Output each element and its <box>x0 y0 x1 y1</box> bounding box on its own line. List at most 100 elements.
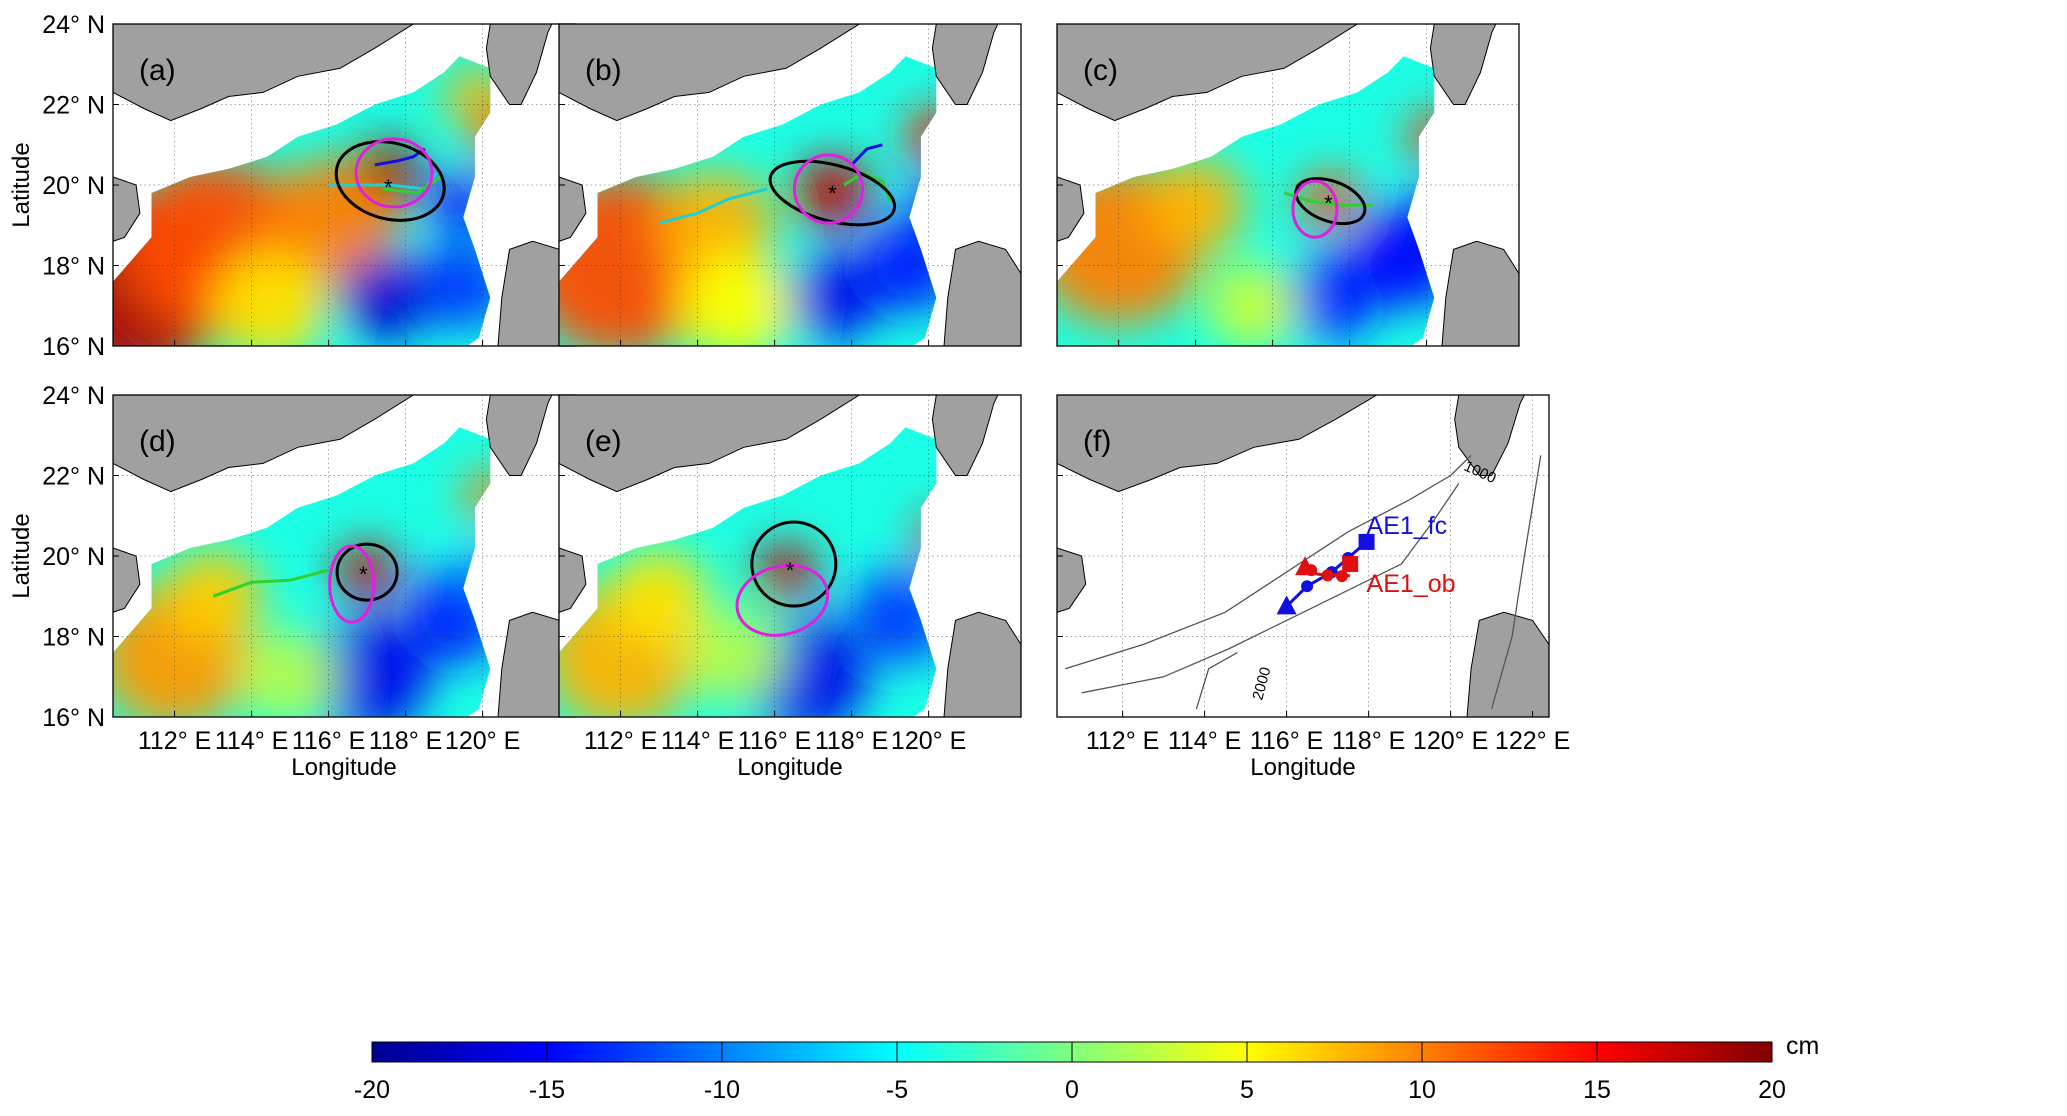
land-hainan <box>1057 176 1085 242</box>
ssh-blob <box>336 543 398 602</box>
panel-d-plot-area: * <box>113 395 575 717</box>
track-green <box>382 175 442 195</box>
ssh-blob <box>305 618 429 717</box>
lon-tick-label: 116° E <box>1250 727 1323 755</box>
lon-tick-label: 114° E <box>661 727 734 755</box>
colorbar-tick-label: 15 <box>1583 1076 1611 1104</box>
eddy-contour-magenta <box>735 563 830 637</box>
lon-tick-label: 120° E <box>445 727 520 755</box>
land-china <box>113 24 415 122</box>
lon-tick-label: 120° E <box>891 727 966 755</box>
land-china <box>559 395 861 493</box>
colorbar-tick-label: 20 <box>1758 1076 1786 1104</box>
panel-a-label: (a) <box>139 54 176 87</box>
land-luzon <box>943 240 1021 346</box>
eddy-edge-contour <box>334 140 446 222</box>
land-taiwan <box>931 24 999 105</box>
eddy-center-star: * <box>786 558 795 583</box>
panel-b-plot-area: * <box>559 24 1021 346</box>
isobath-contours <box>1065 454 1542 710</box>
track-ae1-ob-point <box>1321 569 1334 582</box>
isobath-1000 <box>1065 454 1472 670</box>
isobath-east <box>1490 455 1542 710</box>
isobath-2000 <box>1081 483 1460 694</box>
lat-tick-label: 22° N <box>42 92 105 120</box>
land-taiwan <box>485 395 553 476</box>
eddy-contour-magenta <box>328 544 376 624</box>
colorbar-tick-label: -20 <box>354 1076 390 1104</box>
x-axis-title: Longitude <box>291 754 396 781</box>
eddy-center-star: * <box>359 562 368 587</box>
lat-tick-label: 16° N <box>42 333 105 361</box>
colorbar-tick-label: -10 <box>704 1076 740 1104</box>
land-china <box>1057 24 1359 122</box>
panel-f-label: (f) <box>1083 425 1111 458</box>
eddy-edge-contour <box>768 159 897 227</box>
colorbar-unit: cm <box>1786 1032 1819 1060</box>
lat-tick-label: 16° N <box>42 704 105 732</box>
lon-tick-label: 122° E <box>1495 727 1570 755</box>
lon-tick-label: 120° E <box>1413 727 1488 755</box>
ssh-blob <box>1207 262 1300 346</box>
panel-a-land <box>113 24 575 346</box>
panel-e-label: (e) <box>585 425 622 458</box>
panel-d-label: (d) <box>139 425 176 458</box>
eddy-contour-magenta <box>354 137 434 209</box>
y-axis-title: Latitude <box>8 513 35 598</box>
track-green <box>212 568 329 598</box>
land-hainan <box>113 176 141 242</box>
track-ae1-fc-point <box>1301 580 1314 593</box>
track-ae1-fc-start <box>1276 595 1297 615</box>
land-taiwan <box>1454 395 1525 476</box>
panel-e-plot-area: * <box>559 395 1021 717</box>
ssh-blob <box>1353 206 1435 309</box>
lat-tick-label: 24° N <box>42 382 105 410</box>
lat-tick-label: 18° N <box>42 624 105 652</box>
colorbar-tick-label: 10 <box>1408 1076 1436 1104</box>
lon-tick-label: 114° E <box>1168 727 1241 755</box>
panel-c: * (c) <box>1056 23 1520 347</box>
lat-tick-label: 22° N <box>42 463 105 491</box>
lon-tick-label: 116° E <box>738 727 811 755</box>
track-ae1-fc-end <box>1358 533 1375 550</box>
panel-f-land <box>1057 395 1549 717</box>
land-luzon <box>1466 611 1549 717</box>
y-axis-title: Latitude <box>8 142 35 227</box>
panel-b-land <box>559 24 1021 346</box>
ssh-blob <box>609 549 710 644</box>
eddy-contour-magenta <box>793 153 864 225</box>
panel-b-label: (b) <box>585 54 622 87</box>
eddy-center-star: * <box>1324 191 1333 216</box>
land-china <box>1057 395 1378 493</box>
x-axis-title: Longitude <box>737 754 842 781</box>
eddy-contour-magenta <box>1291 179 1339 239</box>
land-hainan <box>559 176 587 242</box>
eddy-edge-contour <box>750 520 838 608</box>
land-luzon <box>1441 240 1519 346</box>
panel-a-plot-area: * <box>113 24 575 346</box>
track-ae1-ob-point <box>1335 570 1348 583</box>
lat-tick-label: 20° N <box>42 172 105 200</box>
ssh-blob <box>686 609 787 704</box>
colorbar-tick-label: 0 <box>1065 1076 1079 1104</box>
land-taiwan <box>1429 24 1497 105</box>
ssh-blob <box>1284 254 1377 342</box>
lon-tick-label: 114° E <box>215 727 288 755</box>
colorbar-tick-label: -15 <box>529 1076 565 1104</box>
land-taiwan <box>485 24 553 105</box>
land-hainan <box>559 547 587 613</box>
lon-tick-label: 116° E <box>292 727 365 755</box>
track-ae1-ob-end <box>1342 556 1359 573</box>
ssh-blob <box>340 254 433 342</box>
label-ae1-fc: AE1_fc <box>1367 512 1448 540</box>
panel-c-land <box>1057 24 1519 346</box>
lon-tick-label: 118° E <box>369 727 442 755</box>
x-axis-title: Longitude <box>1250 754 1355 781</box>
lat-tick-label: 18° N <box>42 253 105 281</box>
lon-tick-label: 118° E <box>1332 727 1405 755</box>
panel-d-land <box>113 395 575 717</box>
lat-tick-label: 24° N <box>42 11 105 39</box>
ssh-blob <box>755 543 817 602</box>
